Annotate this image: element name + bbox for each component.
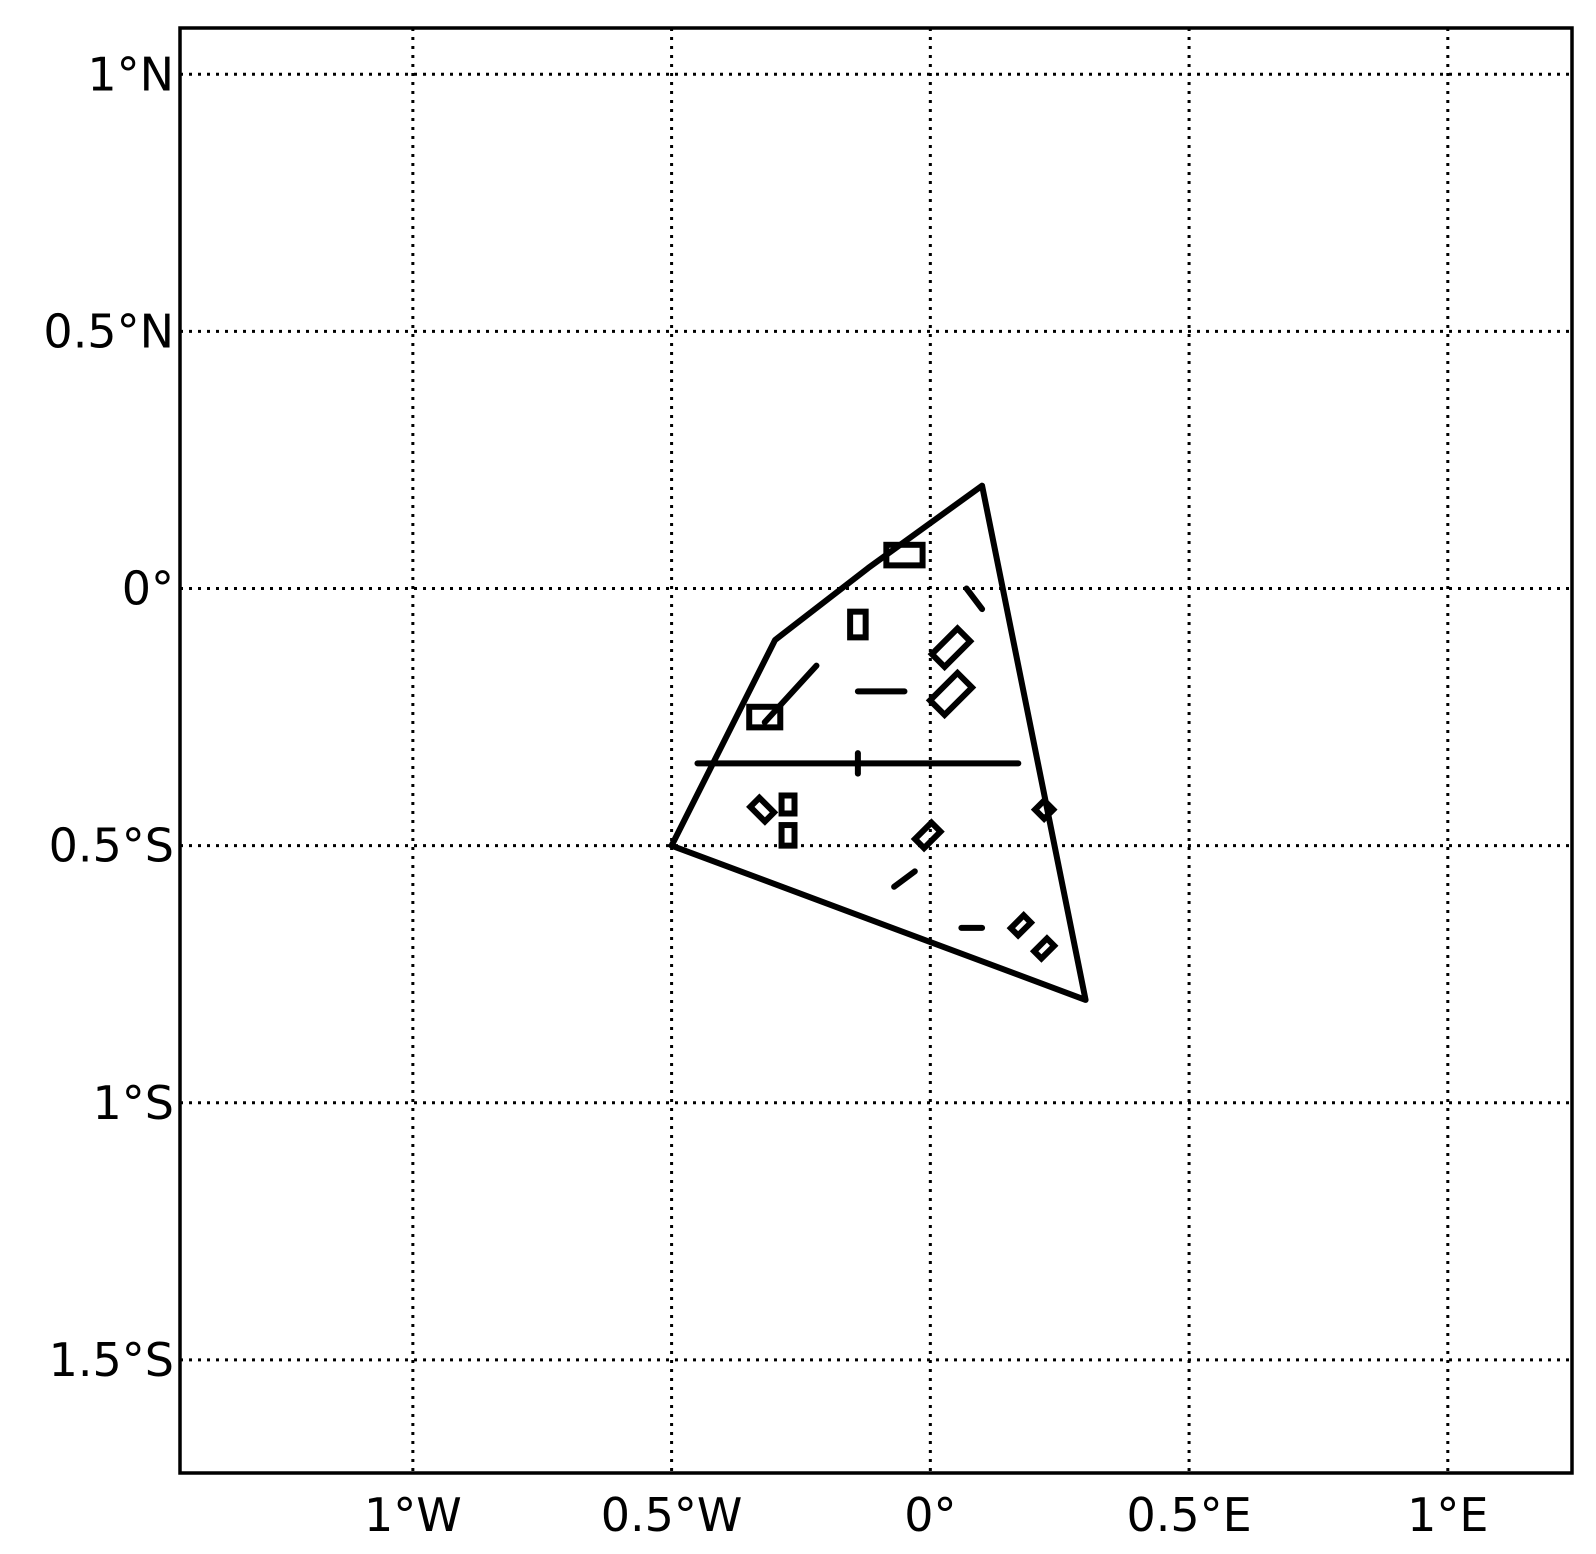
region-outline: [668, 482, 1089, 1003]
y-tick-label: 0°: [122, 562, 174, 616]
feature-rectangle: [778, 822, 798, 849]
y-tick-label: 1.5°S: [49, 1333, 174, 1387]
feature-line: [761, 662, 820, 726]
x-tick-label: 1°W: [364, 1488, 462, 1542]
feature-rectangle: [778, 792, 798, 817]
x-tick-label: 0.5°E: [1126, 1488, 1251, 1542]
feature-rectangle: [847, 608, 869, 641]
y-tick-label: 1°S: [93, 1076, 174, 1130]
feature-line: [891, 868, 918, 890]
x-tick-label: 1°E: [1407, 1488, 1488, 1542]
feature-line: [963, 585, 986, 613]
feature-rectangle: [746, 703, 784, 731]
y-tick-label: 1°N: [87, 47, 174, 101]
map-frame: [178, 26, 1574, 1475]
feature-rectangle: [1029, 934, 1059, 963]
map-features: [668, 482, 1089, 1003]
y-tick-label: 0.5°N: [43, 304, 174, 358]
feature-rectangle: [883, 541, 926, 569]
tick-labels: 1°W 0.5°W 0° 0.5°E 1°E 1°N 0.5°N 0° 0.5°S 1°S 1.5°…: [43, 47, 1488, 1542]
feature-rectangle: [746, 793, 779, 826]
feature-rectangle: [910, 818, 945, 853]
feature-rectangle: [1006, 911, 1036, 940]
feature-rectangle: [1030, 796, 1058, 823]
feature-rectangle: [925, 668, 977, 720]
x-tick-label: 0°: [904, 1488, 956, 1542]
y-tick-label: 0.5°S: [49, 819, 174, 873]
graticule: [180, 28, 1572, 1473]
feature-rectangle: [927, 624, 975, 672]
x-tick-label: 0.5°W: [601, 1488, 743, 1542]
